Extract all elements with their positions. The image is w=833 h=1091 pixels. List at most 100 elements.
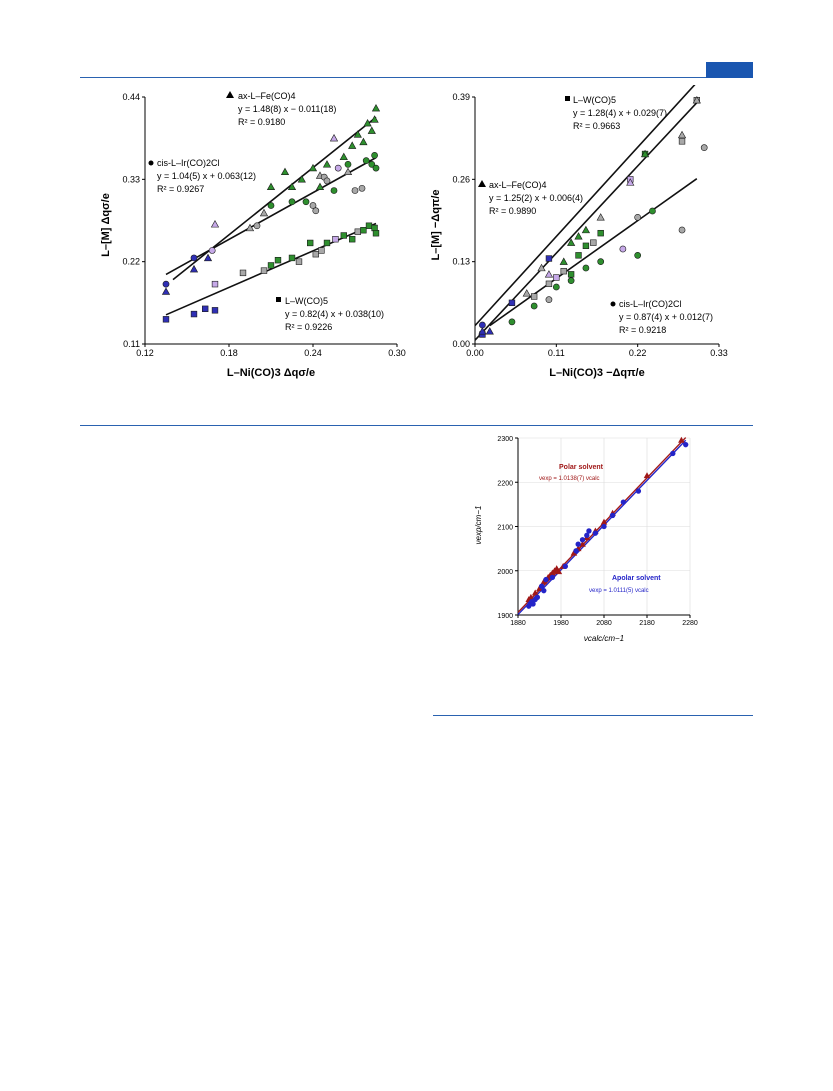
data-point [597, 258, 605, 266]
data-point [353, 130, 362, 138]
data-point [549, 574, 556, 581]
data-point [573, 548, 579, 554]
data-point [601, 523, 607, 530]
data-point [267, 202, 275, 209]
y-axis-label: L–[M] −Δqπ/e [430, 189, 442, 260]
data-point [332, 236, 339, 243]
data-point [368, 161, 376, 168]
x-tick-label: 0.24 [304, 348, 322, 358]
legend-fe-name: ax-L–Fe(CO)4 [238, 91, 296, 101]
data-point [362, 157, 370, 164]
data-point [351, 187, 359, 194]
legend-ir-name: cis-L–Ir(CO)2Cl [619, 299, 682, 309]
data-point [485, 327, 494, 335]
data-point [354, 228, 361, 235]
data-point [677, 130, 687, 139]
legend-ir: cis-L–Ir(CO)2Cl y = 1.04(5) x + 0.063(12… [148, 158, 256, 194]
data-point [643, 472, 651, 479]
fit-line [165, 222, 377, 316]
data-point [208, 247, 216, 254]
x-tick-label: 0.33 [710, 348, 728, 358]
data-point [590, 239, 597, 246]
legend-w-r2: R² = 0.9663 [573, 121, 620, 131]
data-point [334, 164, 342, 172]
data-point [307, 239, 314, 247]
data-point [295, 258, 303, 265]
data-point [363, 118, 372, 127]
fit-line [165, 156, 377, 276]
data-point [574, 232, 583, 240]
y-tick-label: 2200 [497, 480, 513, 487]
data-point [678, 226, 686, 234]
square-marker-icon [276, 297, 281, 302]
figure3-bottom-rule [433, 715, 753, 716]
x-tick-label: 1980 [553, 620, 569, 627]
data-point [360, 227, 367, 234]
data-point [367, 126, 376, 134]
data-point [288, 198, 296, 206]
data-point [372, 230, 380, 237]
data-point [530, 293, 538, 300]
data-point [203, 253, 213, 262]
data-point [479, 321, 486, 329]
data-point [634, 251, 642, 259]
legend-fe-r2: R² = 0.9180 [238, 117, 285, 127]
data-point [683, 441, 689, 448]
legend-w-equation: y = 1.28(4) x + 0.029(7) [573, 108, 667, 118]
data-point [348, 141, 357, 149]
y-tick-label: 2300 [497, 436, 513, 443]
data-point [596, 213, 605, 221]
data-point [318, 247, 325, 254]
data-point [543, 576, 549, 583]
data-point [582, 242, 590, 250]
data-point [210, 220, 220, 228]
data-point [678, 138, 686, 145]
data-point [365, 222, 373, 229]
data-point [626, 178, 635, 186]
x-tick-label: 0.00 [466, 348, 484, 358]
data-point [359, 137, 368, 146]
y-tick-label: 0.33 [122, 174, 140, 184]
triangle-marker-icon [478, 180, 486, 187]
data-point [581, 225, 591, 234]
data-point [552, 283, 560, 291]
data-point [579, 540, 586, 547]
data-point [670, 450, 676, 457]
data-point [253, 222, 261, 230]
x-axis-label: L–Ni(CO)3 Δqσ/e [227, 367, 315, 379]
page-tab-marker [706, 62, 753, 78]
data-point [260, 267, 268, 274]
data-point [555, 568, 563, 575]
data-point [189, 264, 199, 273]
data-point [592, 530, 599, 536]
data-point [586, 528, 592, 534]
data-point [649, 207, 656, 215]
x-tick-label: 1880 [510, 620, 526, 627]
data-point [508, 318, 516, 326]
data-point [162, 280, 170, 288]
data-point [508, 299, 516, 307]
y-tick-label: 2100 [497, 525, 513, 532]
data-point [559, 257, 568, 265]
data-point [700, 144, 708, 152]
data-point [344, 161, 352, 168]
data-point [582, 264, 590, 272]
data-point [478, 327, 487, 335]
legend-polar-equation: νexp = 1.0138(7) νcalc [539, 476, 600, 482]
data-point [329, 133, 339, 142]
data-point [288, 254, 296, 262]
data-point [202, 305, 209, 313]
y-tick-label: 0.26 [452, 174, 470, 184]
y-tick-label: 0.39 [452, 92, 470, 102]
triangle-marker-icon [226, 91, 234, 98]
data-point [692, 95, 701, 104]
data-point [309, 202, 317, 209]
y-tick-label: 1900 [497, 613, 513, 620]
data-point [372, 164, 380, 172]
data-point [635, 488, 642, 494]
data-point [267, 262, 275, 269]
pi-charge-scatter-chart: 0.00 0.11 0.22 0.33 0.00 0.13 0.26 0.39 L–[M] −… [430, 85, 728, 379]
data-point [315, 182, 325, 190]
data-point [538, 583, 545, 589]
data-point [349, 236, 356, 243]
